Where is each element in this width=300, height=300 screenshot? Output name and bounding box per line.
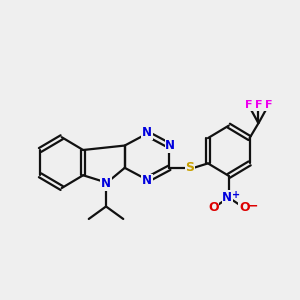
Text: N: N <box>101 177 111 190</box>
Text: O: O <box>239 202 250 214</box>
Text: F: F <box>245 100 252 110</box>
Text: N: N <box>142 126 152 139</box>
Text: O: O <box>208 202 219 214</box>
Text: F: F <box>255 100 262 110</box>
Text: F: F <box>265 100 272 110</box>
Text: +: + <box>232 190 240 200</box>
Text: N: N <box>222 191 232 204</box>
Text: S: S <box>186 161 195 174</box>
Text: N: N <box>142 174 152 188</box>
Text: −: − <box>247 200 258 213</box>
Text: N: N <box>165 139 175 152</box>
